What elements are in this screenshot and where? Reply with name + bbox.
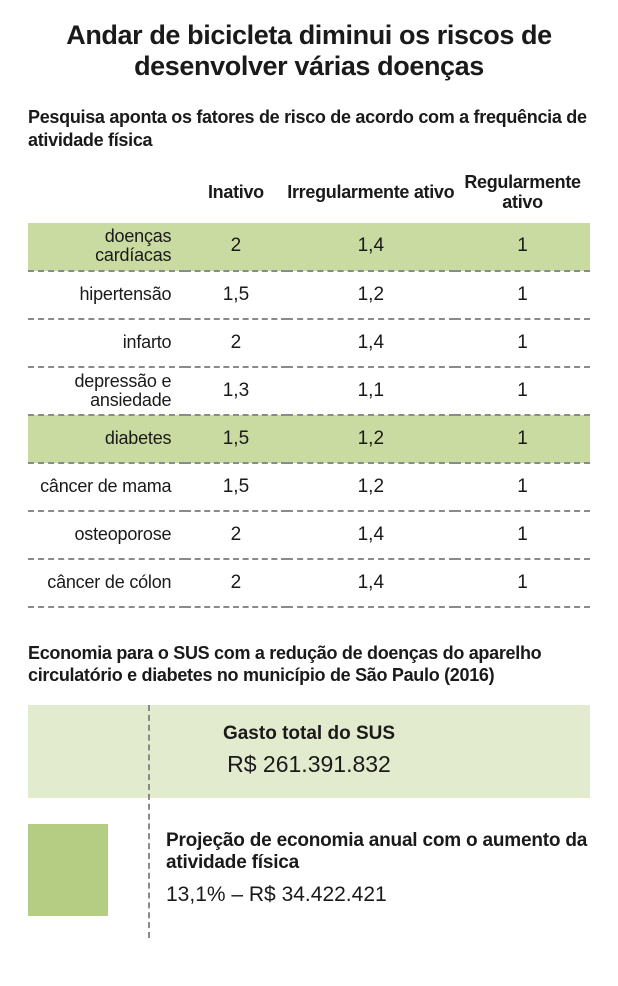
col-inativo: Inativo: [185, 169, 286, 223]
table-row: infarto21,41: [28, 319, 590, 367]
cell-value: 1,4: [287, 511, 456, 559]
risk-table: Inativo Irregularmente ativo Regularment…: [28, 169, 590, 608]
cell-value: 1,4: [287, 319, 456, 367]
cell-value: 1: [455, 367, 590, 415]
cell-value: 2: [185, 319, 286, 367]
cell-value: 1,2: [287, 415, 456, 463]
cell-value: 1,2: [287, 271, 456, 319]
cell-value: 1: [455, 271, 590, 319]
table-header-row: Inativo Irregularmente ativo Regularment…: [28, 169, 590, 223]
cell-value: 1,1: [287, 367, 456, 415]
row-label: infarto: [28, 319, 185, 367]
page-title: Andar de bicicleta diminui os riscos de …: [28, 20, 590, 82]
gasto-label: Gasto total do SUS: [28, 723, 590, 745]
cell-value: 1,5: [185, 463, 286, 511]
col-empty: [28, 169, 185, 223]
cell-value: 1,5: [185, 271, 286, 319]
cell-value: 1,4: [287, 559, 456, 607]
table-row: câncer de mama1,51,21: [28, 463, 590, 511]
col-regular: Regularmente ativo: [455, 169, 590, 223]
cell-value: 2: [185, 511, 286, 559]
table-row: hipertensão1,51,21: [28, 271, 590, 319]
row-label: hipertensão: [28, 271, 185, 319]
row-label: diabetes: [28, 415, 185, 463]
cell-value: 2: [185, 559, 286, 607]
cell-value: 2: [185, 223, 286, 271]
cell-value: 1,4: [287, 223, 456, 271]
table-row: doençascardíacas21,41: [28, 223, 590, 271]
economy-subtitle: Economia para o SUS com a redução de doe…: [28, 642, 590, 687]
cell-value: 1: [455, 319, 590, 367]
row-label: osteoporose: [28, 511, 185, 559]
row-label: câncer de mama: [28, 463, 185, 511]
projecao-row: Projeção de economia anual com o aumento…: [28, 824, 590, 916]
gasto-value: R$ 261.391.832: [28, 751, 590, 778]
table-row: osteoporose21,41: [28, 511, 590, 559]
cell-value: 1: [455, 559, 590, 607]
cell-value: 1,5: [185, 415, 286, 463]
row-label: depressão eansiedade: [28, 367, 185, 415]
gasto-box: Gasto total do SUS R$ 261.391.832: [28, 705, 590, 798]
table-row: depressão eansiedade1,31,11: [28, 367, 590, 415]
table-row: câncer de cólon21,41: [28, 559, 590, 607]
cell-value: 1: [455, 463, 590, 511]
projecao-value: 13,1% – R$ 34.422.421: [166, 883, 590, 907]
projecao-swatch: [28, 824, 108, 916]
table-row: diabetes1,51,21: [28, 415, 590, 463]
col-irregular: Irregularmente ativo: [287, 169, 456, 223]
cell-value: 1: [455, 223, 590, 271]
cell-value: 1,2: [287, 463, 456, 511]
cell-value: 1: [455, 415, 590, 463]
projecao-label: Projeção de economia anual com o aumento…: [166, 830, 590, 876]
cell-value: 1: [455, 511, 590, 559]
row-label: câncer de cólon: [28, 559, 185, 607]
table-subtitle: Pesquisa aponta os fatores de risco de a…: [28, 106, 590, 151]
projecao-text: Projeção de economia anual com o aumento…: [108, 824, 590, 916]
row-label: doençascardíacas: [28, 223, 185, 271]
cell-value: 1,3: [185, 367, 286, 415]
